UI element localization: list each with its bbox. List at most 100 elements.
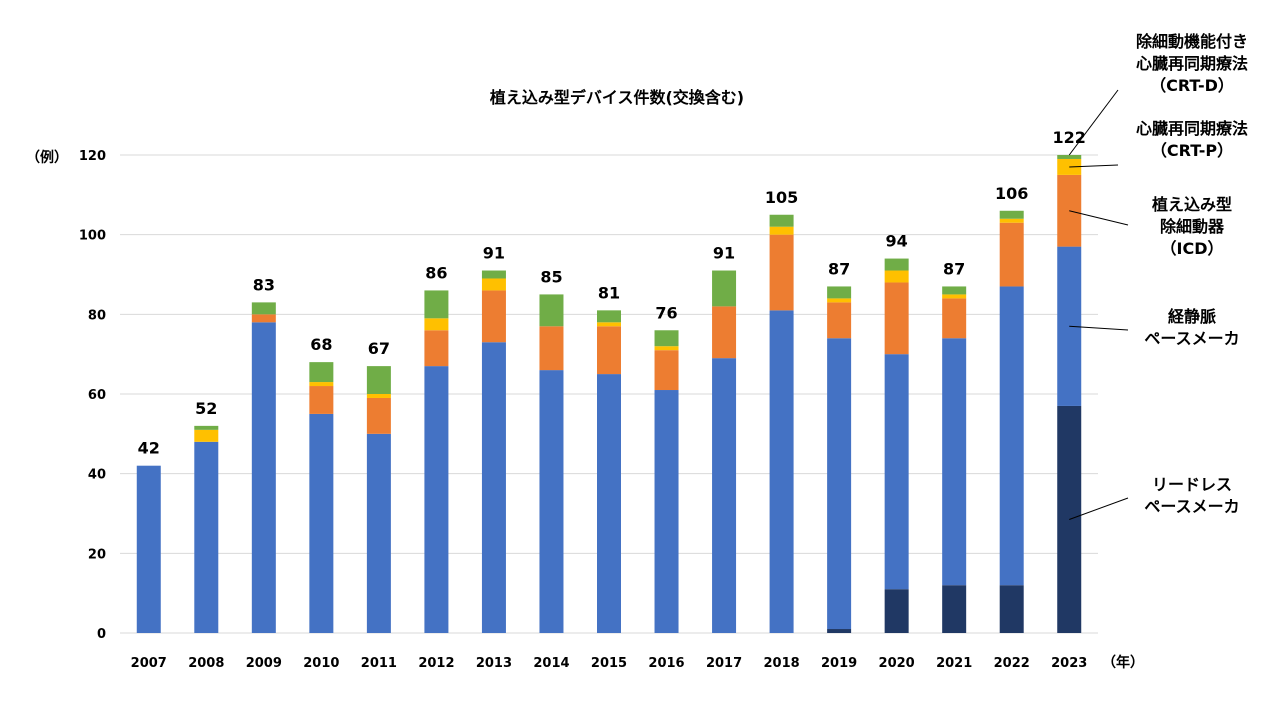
- bar-segment: [942, 286, 967, 295]
- bar-segment: [424, 290, 449, 319]
- bar-segment: [999, 286, 1024, 586]
- x-axis-label: （年）: [1102, 654, 1144, 671]
- bar-segment: [654, 390, 679, 633]
- bar-segment: [827, 338, 852, 630]
- bar-segment: [942, 338, 967, 586]
- x-tick-label: 2008: [188, 656, 224, 671]
- bar-segment: [539, 370, 564, 633]
- bar-segment: [827, 286, 852, 299]
- x-tick-label: 2015: [591, 656, 627, 671]
- bar-segment: [366, 433, 391, 633]
- total-label: 83: [253, 275, 275, 294]
- x-tick-label: 2012: [418, 656, 454, 671]
- total-label: 87: [828, 259, 850, 278]
- bar-segment: [309, 362, 334, 383]
- bar-segment: [827, 298, 852, 303]
- bar-segment: [539, 294, 564, 327]
- legend-label: 心臓再同期療法（CRT-P）: [1136, 119, 1248, 160]
- y-tick-label: 0: [97, 627, 106, 642]
- bar-segment: [366, 366, 391, 394]
- total-label: 91: [713, 244, 735, 263]
- x-tick-label: 2011: [361, 656, 397, 671]
- bar-segment: [712, 270, 737, 307]
- legend-label: 除細動機能付き心臓再同期療法（CRT-D）: [1136, 32, 1248, 95]
- x-tick-label: 2010: [303, 656, 339, 671]
- bar-segment: [884, 258, 909, 271]
- bar-segment: [769, 214, 794, 227]
- bar-segment: [309, 413, 334, 633]
- x-tick-label: 2014: [533, 656, 569, 671]
- bar-segment: [884, 282, 909, 355]
- bar-segment: [194, 425, 219, 430]
- bar-segment: [884, 354, 909, 590]
- bar-segment: [251, 322, 276, 633]
- bar-segment: [424, 318, 449, 331]
- bar-segment: [597, 374, 621, 633]
- x-tick-label: 2007: [131, 656, 167, 671]
- x-tick-label: 2013: [476, 656, 512, 671]
- bar-segment: [769, 226, 794, 235]
- x-tick-label: 2021: [936, 656, 972, 671]
- bar-segment: [654, 346, 679, 351]
- bar-segment: [1057, 158, 1082, 175]
- bar-segment: [999, 218, 1024, 223]
- total-label: 91: [483, 244, 505, 263]
- y-tick-label: 120: [79, 149, 106, 164]
- bar-segment: [942, 585, 967, 633]
- total-label: 52: [195, 399, 217, 418]
- bar-segment: [424, 330, 449, 367]
- bar-segment: [769, 234, 794, 311]
- bar-segment: [712, 358, 737, 633]
- total-label: 94: [886, 232, 908, 251]
- bar-segment: [194, 429, 219, 442]
- total-label: 76: [655, 303, 677, 322]
- y-tick-label: 20: [88, 547, 106, 562]
- bar-segment: [481, 278, 506, 291]
- bar-segment: [1057, 155, 1082, 159]
- x-tick-label: 2022: [994, 656, 1030, 671]
- bar-segment: [769, 310, 794, 633]
- bar-segment: [597, 326, 621, 375]
- total-label: 67: [368, 339, 390, 358]
- legend-label: リードレスペースメーカ: [1144, 475, 1239, 516]
- total-label: 81: [598, 283, 620, 302]
- leader-line: [1069, 210, 1129, 226]
- leader-line: [1069, 164, 1119, 168]
- bar-segment: [654, 350, 679, 391]
- bar-segment: [942, 294, 967, 299]
- bar-segment: [597, 310, 621, 323]
- total-label: 106: [995, 184, 1028, 203]
- bar-segment: [366, 397, 391, 434]
- x-tick-label: 2016: [648, 656, 684, 671]
- leader-line: [1069, 325, 1129, 331]
- y-axis-label: （例）: [26, 149, 68, 166]
- bar-segment: [136, 465, 161, 633]
- bar-segment: [884, 589, 909, 633]
- legend-label: 経静脈ペースメーカ: [1144, 307, 1239, 348]
- total-label: 42: [138, 439, 160, 458]
- chart-title: 植え込み型デバイス件数(交換含む): [489, 88, 744, 107]
- y-tick-label: 60: [88, 388, 106, 403]
- bar-segment: [194, 441, 219, 633]
- bar-segment: [654, 330, 679, 347]
- x-tick-label: 2017: [706, 656, 742, 671]
- bar-segment: [712, 306, 737, 359]
- y-tick-label: 100: [79, 229, 106, 244]
- bar-segment: [884, 270, 909, 283]
- bar-segment: [251, 314, 276, 323]
- legend-label: 植え込み型除細動器（ICD）: [1151, 195, 1232, 258]
- bar-segment: [309, 382, 334, 387]
- leader-line: [1068, 89, 1119, 156]
- bar-segment: [424, 366, 449, 633]
- bar-segment: [827, 629, 852, 633]
- x-tick-label: 2020: [879, 656, 915, 671]
- total-label: 68: [310, 335, 332, 354]
- bar-segment: [539, 326, 564, 371]
- total-label: 86: [425, 263, 447, 282]
- y-tick-label: 80: [88, 308, 106, 323]
- bar-segment: [309, 386, 334, 414]
- bar-segment: [999, 585, 1024, 633]
- bar-segment: [251, 302, 276, 315]
- y-tick-label: 40: [88, 468, 106, 483]
